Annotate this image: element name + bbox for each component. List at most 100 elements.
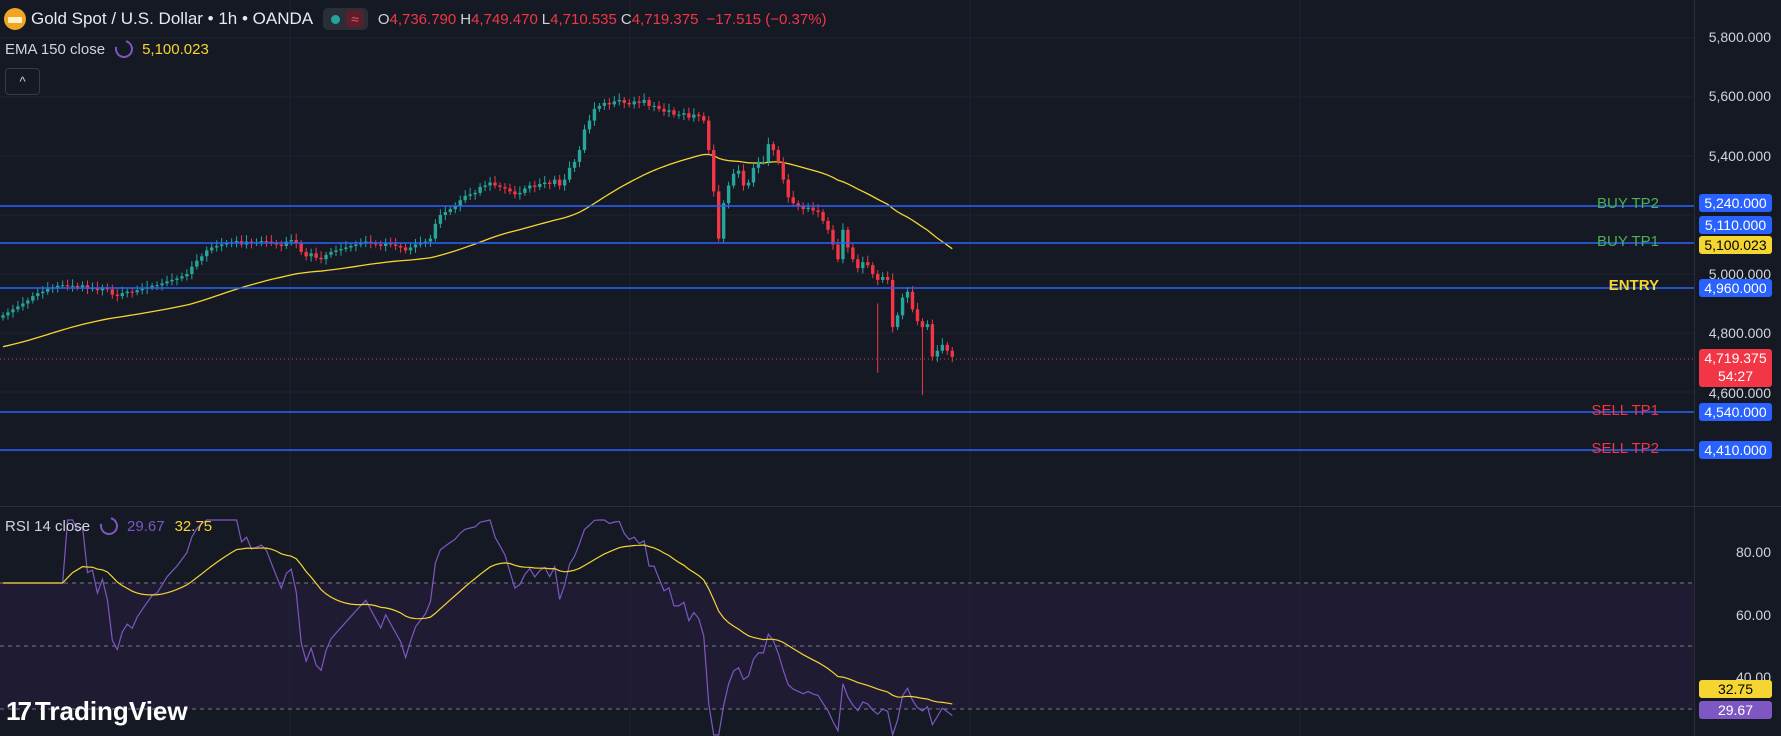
tradingview-mark-icon: 17 bbox=[6, 696, 32, 726]
candle-body bbox=[165, 281, 169, 284]
candle-body bbox=[741, 170, 746, 186]
candle-body bbox=[662, 108, 666, 112]
price-axis-label: 4,600.000 bbox=[1708, 385, 1771, 401]
candle-body bbox=[707, 120, 711, 151]
ema-legend[interactable]: EMA 150 close 5,100.023 bbox=[5, 36, 209, 62]
candle-body bbox=[324, 254, 328, 260]
candle-body bbox=[677, 114, 681, 116]
candle-body bbox=[602, 102, 607, 106]
candle-body bbox=[721, 203, 726, 239]
candle-body bbox=[115, 294, 120, 297]
symbol-title[interactable]: Gold Spot / U.S. Dollar • 1h • OANDA bbox=[31, 9, 314, 28]
candle-body bbox=[771, 144, 776, 151]
candle-body bbox=[801, 206, 805, 210]
candle-body bbox=[508, 188, 512, 192]
rsi-legend[interactable]: RSI 14 close 29.67 32.75 bbox=[5, 513, 213, 539]
candle-body bbox=[607, 102, 612, 105]
candle-body bbox=[205, 250, 209, 257]
candle-body bbox=[682, 113, 686, 115]
grid bbox=[0, 0, 1694, 736]
candle-body bbox=[846, 229, 850, 248]
rsi-source-cycle-icon[interactable] bbox=[96, 513, 122, 539]
candle-body bbox=[731, 173, 736, 186]
rsi-legend-value: 29.67 bbox=[127, 517, 165, 535]
candle-body bbox=[528, 185, 532, 189]
price-axis-label: 5,600.000 bbox=[1708, 88, 1771, 104]
level-label-sell-tp1: SELL TP1 bbox=[1591, 402, 1659, 419]
candle-body bbox=[518, 192, 522, 195]
candle-body bbox=[692, 114, 696, 118]
candle-body bbox=[786, 179, 790, 198]
rsi-legend-label[interactable]: RSI 14 close bbox=[5, 517, 91, 535]
candle-body bbox=[135, 290, 139, 293]
candle-body bbox=[46, 288, 50, 292]
price-tag-buy-tp1: 5,110.000 bbox=[1699, 216, 1772, 234]
candle-body bbox=[821, 212, 825, 221]
candle-body bbox=[716, 191, 721, 239]
pane-divider[interactable] bbox=[0, 506, 1781, 507]
candle-body bbox=[443, 212, 448, 215]
wave-icon: ≈ bbox=[346, 10, 364, 28]
candle-body bbox=[403, 247, 408, 251]
candle-body bbox=[180, 276, 184, 279]
candle-body bbox=[572, 161, 577, 168]
candle-body bbox=[687, 113, 691, 118]
source-cycle-icon[interactable] bbox=[111, 36, 137, 62]
candle-body bbox=[453, 206, 457, 210]
candle-body bbox=[890, 279, 895, 328]
candle-body bbox=[533, 185, 537, 187]
candle-body bbox=[31, 296, 35, 301]
candle-body bbox=[637, 101, 641, 103]
market-status[interactable]: ≈ bbox=[323, 8, 368, 30]
candle-body bbox=[6, 312, 10, 316]
candle-body bbox=[538, 184, 542, 187]
candle-body bbox=[155, 285, 159, 287]
candle-body bbox=[150, 285, 154, 288]
candle-body bbox=[543, 182, 547, 185]
ohlc-high: H4,749.470 bbox=[460, 10, 538, 28]
ema-legend-value: 5,100.023 bbox=[142, 40, 209, 58]
rsi-axis-label: 80.00 bbox=[1735, 544, 1771, 560]
candle-body bbox=[851, 247, 855, 260]
candle-body bbox=[398, 245, 403, 248]
candle-body bbox=[448, 209, 452, 213]
price-axis-label: 5,400.000 bbox=[1708, 148, 1771, 164]
candle-body bbox=[642, 99, 646, 103]
candle-body bbox=[826, 220, 830, 230]
candle-body bbox=[647, 99, 651, 106]
candle-body bbox=[667, 110, 671, 112]
tradingview-logo[interactable]: 17 TradingView bbox=[6, 696, 188, 727]
candle-body bbox=[577, 150, 582, 162]
candle-body bbox=[945, 344, 949, 351]
rsi-ma-legend-value: 32.75 bbox=[174, 517, 213, 535]
candle-body bbox=[36, 293, 40, 297]
collapse-legend-button[interactable]: ^ bbox=[5, 68, 40, 95]
candle-body bbox=[388, 243, 393, 245]
candle-body bbox=[234, 240, 239, 243]
rsi-axis-label: 60.00 bbox=[1735, 607, 1771, 623]
candle-body bbox=[279, 244, 284, 246]
gold-symbol-icon[interactable] bbox=[4, 8, 26, 30]
candle-body bbox=[95, 288, 100, 291]
candle-body bbox=[756, 161, 761, 168]
candle-body bbox=[468, 194, 472, 196]
candle-body bbox=[478, 186, 482, 193]
price-tag-last: 4,719.375 54:27 bbox=[1699, 349, 1772, 387]
candle-body bbox=[110, 289, 115, 295]
ema-legend-label[interactable]: EMA 150 close bbox=[5, 40, 106, 58]
candle-body bbox=[552, 179, 557, 185]
candle-body bbox=[70, 285, 75, 287]
candle-body bbox=[567, 167, 572, 180]
candle-body bbox=[1, 315, 5, 318]
candle-body bbox=[458, 200, 462, 207]
market-open-dot-icon bbox=[331, 14, 341, 24]
price-change: −17.515 (−0.37%) bbox=[706, 10, 827, 28]
rsi-ma-line bbox=[3, 544, 953, 705]
candle-body bbox=[65, 285, 70, 287]
last-price-value: 4,719.375 bbox=[1704, 350, 1767, 366]
candle-body bbox=[289, 240, 293, 242]
candle-body bbox=[498, 185, 502, 187]
price-tag-sell-tp2: 4,410.000 bbox=[1699, 441, 1772, 459]
candle-body bbox=[806, 207, 810, 210]
